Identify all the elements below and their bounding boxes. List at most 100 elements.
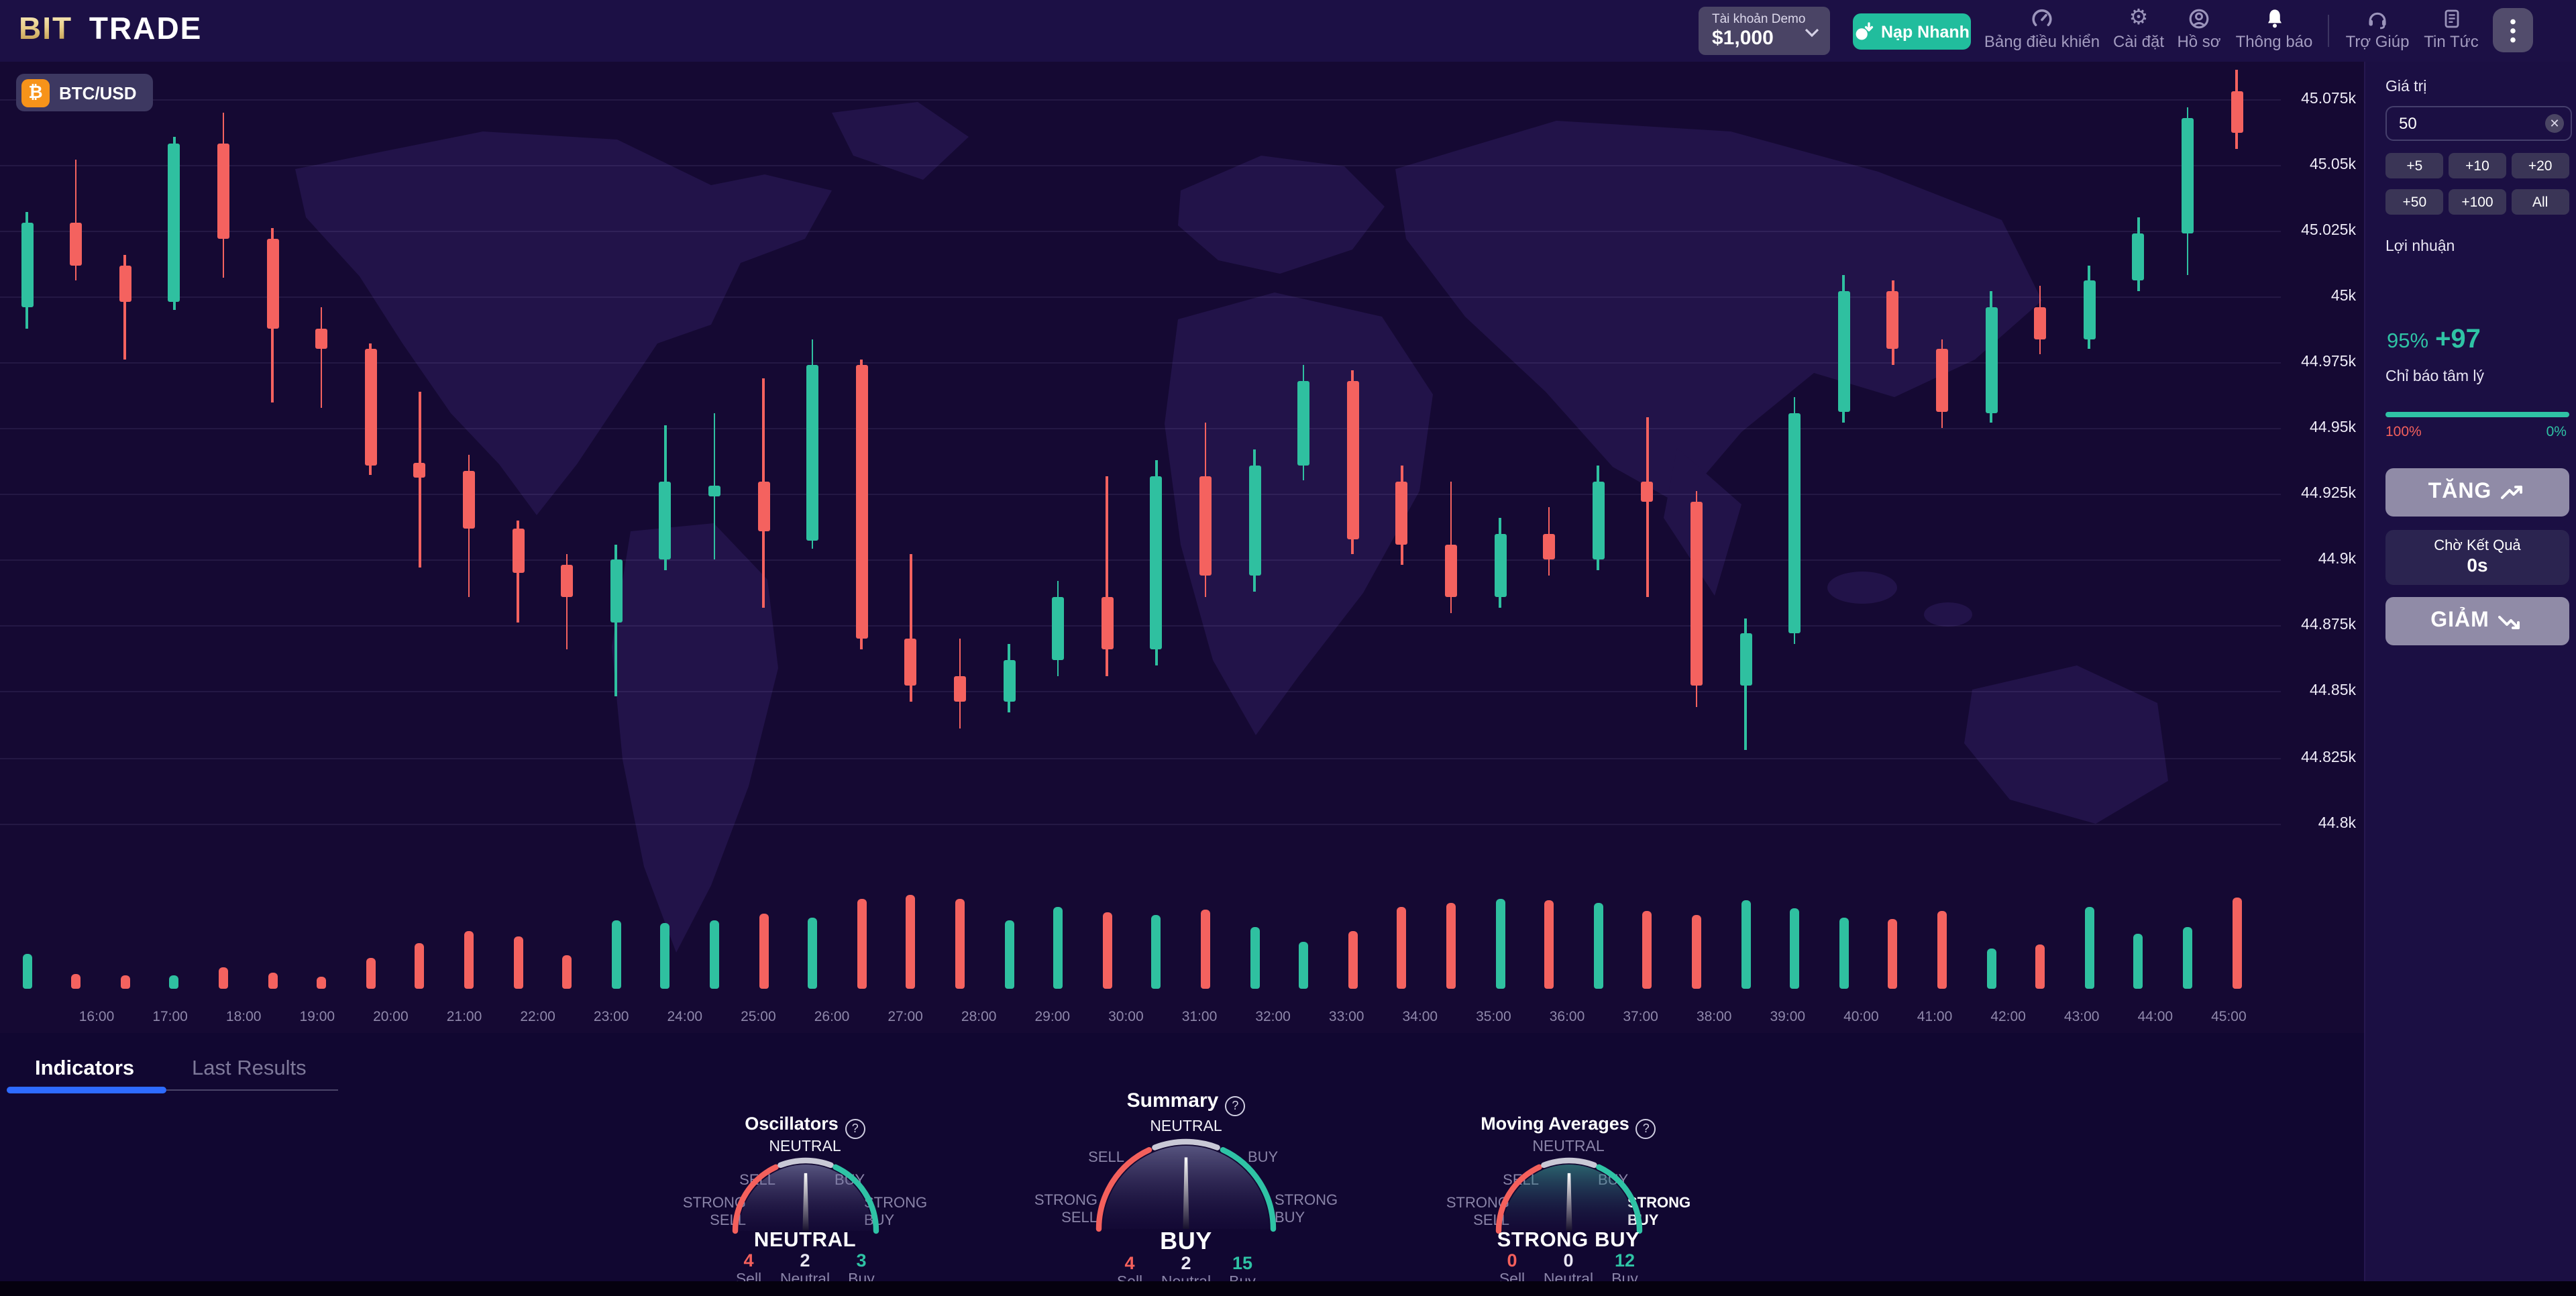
time-axis-label: 24:00 [667, 1009, 703, 1025]
deposit-button[interactable]: Nạp Nhanh [1853, 13, 1971, 50]
time-axis-label: 31:00 [1181, 1009, 1218, 1025]
candle-wick [566, 554, 568, 649]
candle-body [1788, 413, 1801, 634]
candle-body [315, 328, 328, 349]
gauge-needle [802, 1172, 808, 1230]
volume-bar [906, 895, 916, 989]
bitcoin-icon: ₿ [21, 78, 50, 107]
candle-body [757, 481, 769, 531]
gauge-arc [777, 1156, 833, 1168]
sentiment-label: Chỉ báo tâm lý [2385, 369, 2485, 385]
time-axis-label: 44:00 [2137, 1009, 2174, 1025]
tab-indicators[interactable]: Indicators [35, 1057, 135, 1080]
wait-result-label: Chờ Kết Quả [2434, 538, 2521, 554]
quick-amount-button[interactable]: +10 [2448, 153, 2507, 178]
volume-bar [366, 958, 376, 989]
candle-body [610, 559, 623, 623]
candle-body [217, 144, 229, 239]
candle-wick [123, 254, 126, 360]
time-axis-label: 26:00 [814, 1009, 850, 1025]
price-axis-label: 45.05k [2309, 157, 2356, 173]
candle-body [659, 481, 672, 560]
profile-icon [2137, 8, 2261, 31]
logo[interactable]: Bit Trade [19, 11, 202, 47]
gauge-needle [1565, 1172, 1572, 1230]
question-icon[interactable]: ? [845, 1119, 865, 1139]
candle-body [21, 223, 33, 307]
nav-item-label: Hồ sơ [2177, 32, 2221, 51]
candle-body [266, 239, 278, 329]
candle-body [119, 265, 131, 303]
grid-line [0, 428, 2281, 430]
wait-result-box: Chờ Kết Quả 0s [2385, 530, 2569, 585]
candle-body [904, 639, 917, 686]
nav-item-news[interactable]: Tin Tức [2390, 8, 2513, 51]
nav-item-notifications[interactable]: Thông báo [2212, 8, 2336, 51]
candle-body [2083, 280, 2096, 339]
candle-wick [74, 160, 77, 281]
volume-bar [1151, 915, 1161, 989]
candle-body [2132, 233, 2145, 281]
gauge-verdict: NEUTRAL [753, 1229, 857, 1252]
candle-body [1690, 502, 1703, 686]
time-axis-label: 22:00 [520, 1009, 555, 1025]
price-axis-label: 44.85k [2309, 683, 2356, 700]
question-icon[interactable]: ? [1635, 1119, 1656, 1139]
time-axis-label: 45:00 [2211, 1009, 2247, 1025]
volume-bar [317, 976, 327, 989]
quick-amount-button[interactable]: +100 [2448, 189, 2507, 215]
candle-body [1003, 659, 1015, 702]
candle-body [1837, 291, 1850, 413]
buy-up-button[interactable]: TĂNG [2385, 468, 2569, 517]
volume-bar [1642, 911, 1652, 989]
volume-bar [1348, 930, 1358, 989]
candle-body [2231, 91, 2243, 133]
grid-line [0, 625, 2281, 627]
account-selector[interactable]: Tài khoản Demo $1,000 [1699, 7, 1830, 55]
time-axis-label: 17:00 [152, 1009, 188, 1025]
amount-input[interactable] [2387, 107, 2571, 140]
wait-result-time: 0s [2467, 554, 2488, 576]
profit-percent: 95% [2387, 330, 2429, 353]
nav-item-settings[interactable]: ⚙ Cài đặt [2077, 7, 2200, 51]
symbol-badge[interactable]: ₿ BTC/USD [16, 74, 153, 111]
candle-body [70, 223, 83, 266]
nav-item-profile[interactable]: Hồ sơ [2137, 8, 2261, 51]
more-menu-button[interactable] [2493, 8, 2533, 52]
time-axis-label: 30:00 [1108, 1009, 1144, 1025]
quick-amount-button[interactable]: +20 [2511, 153, 2569, 178]
time-axis-label: 33:00 [1328, 1009, 1364, 1025]
neutral-count: 2 [1181, 1253, 1191, 1273]
candlestick-chart[interactable]: 45.075k 45.05k 45.025k 45k 44.975k 44.95k 44.9… [0, 62, 2364, 1033]
grid-line [0, 362, 2281, 364]
profit-label: Lợi nhuận [2385, 239, 2455, 255]
volume-bar [1986, 949, 1996, 989]
nav-item-dashboard[interactable]: Bảng điều khiển [1980, 8, 2104, 51]
time-axis-label: 43:00 [2063, 1009, 2100, 1025]
gauge-neutral-label: NEUTRAL [1532, 1139, 1605, 1155]
volume-bar [2232, 897, 2241, 989]
gauge-arc [1495, 1163, 1542, 1234]
nav-item-help[interactable]: Trợ Giúp [2316, 8, 2439, 51]
volume-bar [2182, 926, 2192, 989]
sell-down-button[interactable]: GIẢM [2385, 597, 2569, 645]
candle-wick [419, 391, 421, 568]
candle-body [2034, 307, 2047, 339]
close-icon[interactable]: ✕ [2545, 114, 2564, 133]
tab-last-results[interactable]: Last Results [192, 1057, 307, 1080]
candle-body [953, 676, 966, 702]
price-axis-label: 44.9k [2318, 551, 2356, 568]
profit-amount: +97 [2435, 325, 2481, 354]
candle-wick [910, 554, 912, 702]
trade-panel: Giá trị ✕ +5 +10 +20 +50 +100 All Lợi nh… [2364, 62, 2576, 1281]
quick-amount-button[interactable]: +5 [2385, 153, 2444, 178]
gauge-strong-buy-label: STRONG BUY [1275, 1193, 1338, 1226]
volume-bar [1102, 912, 1112, 989]
gauge-needle [1183, 1157, 1189, 1229]
quick-amount-button[interactable]: +50 [2385, 189, 2444, 215]
sell-down-label: GIẢM [2430, 609, 2489, 632]
volume-bar [1741, 900, 1750, 989]
question-icon[interactable]: ? [1225, 1096, 1246, 1116]
quick-amount-button[interactable]: All [2511, 189, 2569, 215]
candle-body [1150, 476, 1163, 649]
